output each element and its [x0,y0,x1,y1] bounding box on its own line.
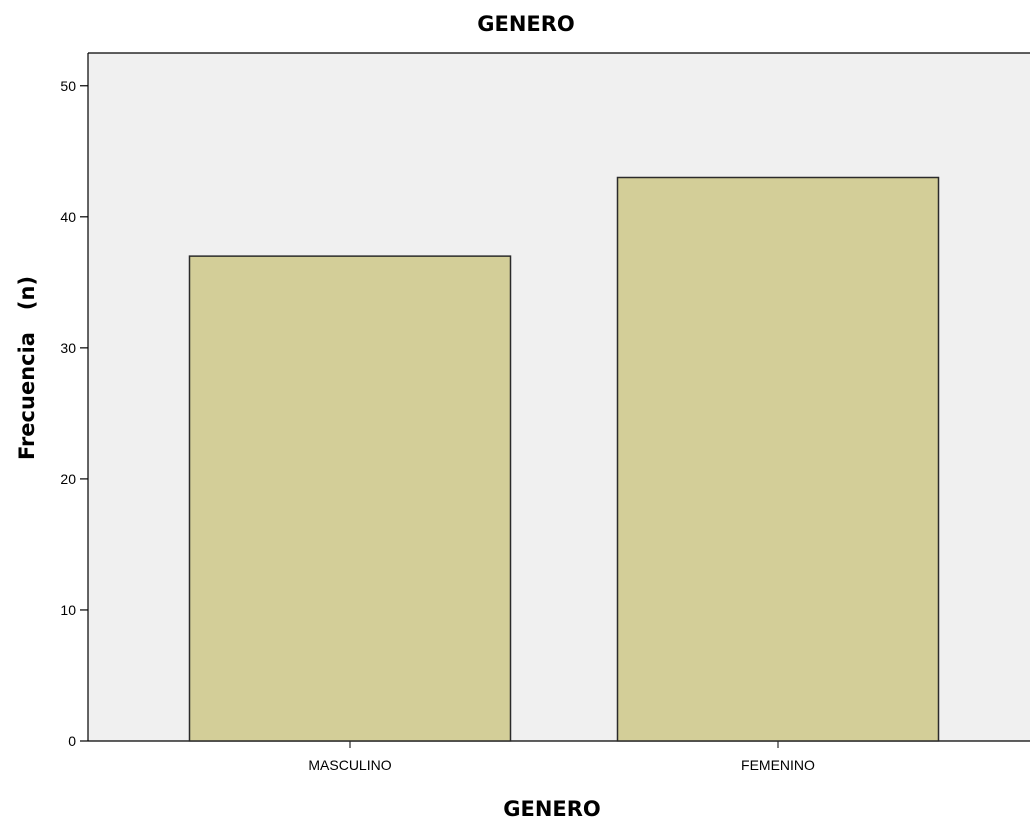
y-tick-label: 10 [60,602,76,618]
y-tick-label: 50 [60,78,76,94]
bar-masculino [188,255,512,742]
chart-title: GENERO [477,12,575,36]
x-axis-label: GENERO [503,797,601,821]
bar-femenino [616,176,940,742]
y-tick-label: 20 [60,471,76,487]
y-tick-label: 40 [60,209,76,225]
x-axis: MASCULINO FEMENINO [88,740,1030,773]
x-tick-label: MASCULINO [308,757,391,773]
y-axis: 0 10 20 30 40 50 [60,52,1030,749]
y-tick-label: 30 [60,340,76,356]
y-tick-label: 0 [68,733,76,749]
y-axis-label: Frecuencia (n) [15,276,39,460]
bars [188,176,940,742]
x-tick-label: FEMENINO [741,757,815,773]
